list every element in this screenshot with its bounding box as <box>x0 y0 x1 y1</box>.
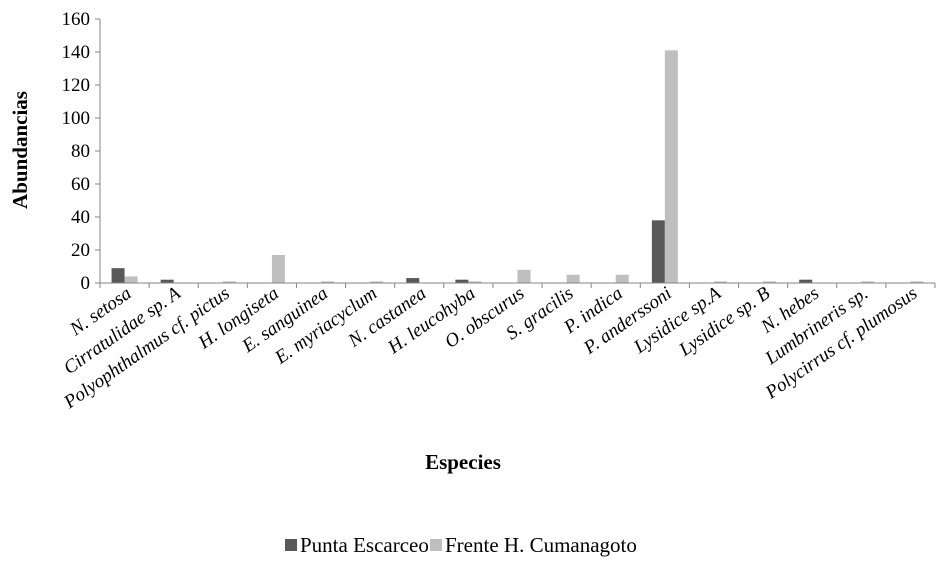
y-axis-ticks: 0 20 40 60 80 100 120 140 160 <box>62 9 936 294</box>
y-tick-label: 0 <box>81 273 91 294</box>
y-tick-label: 40 <box>71 207 90 228</box>
bar-frente-h-cumanagoto <box>861 281 875 283</box>
legend: Punta Escarceo Frente H. Cumanagoto <box>285 533 637 557</box>
bar-frente-h-cumanagoto <box>321 281 335 283</box>
bar-frente-h-cumanagoto <box>124 276 138 283</box>
bar-punta-escarceo <box>111 268 125 283</box>
y-tick-label: 60 <box>71 174 90 195</box>
bar-frente-h-cumanagoto <box>370 281 384 283</box>
bar-frente-h-cumanagoto <box>566 274 580 283</box>
legend-label: Frente H. Cumanagoto <box>445 533 637 557</box>
bar-frente-h-cumanagoto <box>271 254 285 283</box>
bar-punta-escarceo <box>651 220 665 283</box>
bar-punta-escarceo <box>160 279 174 283</box>
plot-area: 0 20 40 60 80 100 120 140 160 N. setosaCirratuli… <box>60 9 936 414</box>
y-tick-label: 120 <box>62 75 91 96</box>
y-tick-label: 100 <box>62 108 91 129</box>
bar-frente-h-cumanagoto <box>763 281 777 283</box>
x-axis-title: Especies <box>425 450 501 474</box>
bar-frente-h-cumanagoto <box>468 281 482 283</box>
y-tick-label: 20 <box>71 240 90 261</box>
legend-swatch <box>430 539 442 551</box>
y-tick-label: 160 <box>62 9 91 30</box>
legend-label: Punta Escarceo <box>300 533 429 557</box>
bar-frente-h-cumanagoto <box>615 274 629 283</box>
bars <box>111 50 924 283</box>
bar-punta-escarceo <box>455 279 469 283</box>
legend-swatch <box>285 539 297 551</box>
bar-punta-escarceo <box>799 279 813 283</box>
bar-punta-escarceo <box>406 278 420 283</box>
bar-frente-h-cumanagoto <box>517 269 531 283</box>
y-axis-title: Abundancias <box>8 91 32 209</box>
bar-frente-h-cumanagoto <box>222 281 236 283</box>
bar-frente-h-cumanagoto <box>910 281 924 283</box>
bar-frente-h-cumanagoto <box>713 281 727 283</box>
bar-frente-h-cumanagoto <box>664 50 678 283</box>
y-tick-label: 80 <box>71 141 90 162</box>
y-tick-label: 140 <box>62 42 91 63</box>
